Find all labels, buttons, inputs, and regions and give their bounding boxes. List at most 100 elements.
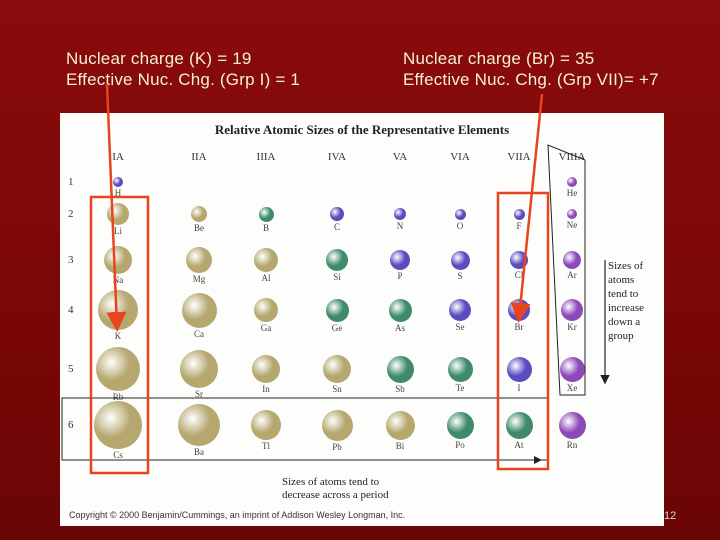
element-symbol-f: F xyxy=(516,220,522,231)
element-symbol-cl: Cl xyxy=(514,270,524,280)
period-number-5: 5 xyxy=(68,363,74,375)
bromine-pointer-arrow xyxy=(510,93,544,323)
element-symbol-as: As xyxy=(394,322,405,333)
atom-sphere-ca xyxy=(181,292,217,328)
element-symbol-k: K xyxy=(114,331,122,341)
caption-right-line-2: Effective Nuc. Chg. (Grp VII)= +7 xyxy=(403,70,659,89)
atom-sphere-s xyxy=(450,250,470,270)
caption-left-line-1: Nuclear charge (K) = 19 xyxy=(66,49,252,68)
period-note-line: Sizes of atoms tend to xyxy=(282,476,380,488)
atom-sphere-ba xyxy=(178,404,220,446)
element-symbol-p: P xyxy=(397,271,403,281)
caption-right-line-1: Nuclear charge (Br) = 35 xyxy=(403,49,595,68)
element-symbol-h: H xyxy=(114,188,122,198)
atom-sphere-ga xyxy=(254,298,278,322)
group-header-iiia: IIIA xyxy=(256,151,276,163)
group-header-ia: IA xyxy=(112,151,124,163)
atom-sphere-in xyxy=(252,355,280,383)
period-number-1: 1 xyxy=(68,176,74,188)
element-symbol-si: Si xyxy=(333,272,341,282)
atom-sphere-po xyxy=(446,411,474,439)
element-symbol-se: Se xyxy=(455,322,465,332)
element-symbol-xe: Xe xyxy=(566,382,578,393)
element-symbol-al: Al xyxy=(261,273,271,283)
group-note-line: Sizes of xyxy=(608,260,644,272)
element-symbol-li: Li xyxy=(114,226,122,236)
atom-sphere-sr xyxy=(180,350,218,388)
element-symbol-in: In xyxy=(262,384,270,394)
atom-sphere-f xyxy=(513,208,525,220)
atom-sphere-p xyxy=(390,250,410,270)
atomic-size-figure: Relative Atomic Sizes of the Representat… xyxy=(60,113,664,526)
atom-sphere-mg xyxy=(186,247,212,273)
element-symbol-po: Po xyxy=(455,439,465,450)
atom-sphere-si xyxy=(326,249,348,271)
element-symbol-be: Be xyxy=(194,223,204,233)
element-symbol-sb: Sb xyxy=(395,383,405,394)
element-symbol-ge: Ge xyxy=(331,322,343,333)
period-trend-bracket xyxy=(61,397,549,461)
element-symbol-n: N xyxy=(396,221,404,231)
element-symbol-i: I xyxy=(517,382,521,393)
group-7-highlight-box xyxy=(496,191,550,471)
element-symbol-te: Te xyxy=(455,382,465,393)
element-symbol-b: B xyxy=(262,222,269,233)
element-symbol-pb: Pb xyxy=(332,441,342,452)
element-symbol-sr: Sr xyxy=(194,389,203,399)
period-number-6: 6 xyxy=(68,419,74,431)
group-header-iia: IIA xyxy=(191,151,207,163)
atom-sphere-rb xyxy=(96,347,140,391)
atom-sphere-se xyxy=(449,299,471,321)
atom-sphere-sb xyxy=(386,355,414,383)
element-symbol-o: O xyxy=(456,220,464,231)
atom-sphere-cs xyxy=(94,401,142,449)
group-note-line: increase xyxy=(608,302,645,314)
group-note-line: group xyxy=(608,330,634,342)
period-note-line: decrease across a period xyxy=(282,489,389,501)
atom-sphere-c xyxy=(330,207,344,221)
element-symbol-at: At xyxy=(514,439,524,450)
atom-sphere-sn xyxy=(323,355,351,383)
atom-sphere-i xyxy=(506,356,532,382)
period-trend-note: Sizes of atoms tend to decrease across a… xyxy=(282,476,389,502)
element-symbol-br: Br xyxy=(514,322,524,332)
element-symbol-na: Na xyxy=(112,275,124,285)
element-symbol-ba: Ba xyxy=(194,447,204,457)
atom-sphere-h xyxy=(113,177,123,187)
group-note-line: atoms xyxy=(608,274,635,286)
figure-title: Relative Atomic Sizes of the Representat… xyxy=(214,122,510,137)
group-trend-bracket xyxy=(547,144,586,396)
atom-sphere-na xyxy=(104,246,132,274)
group-note-line: tend to xyxy=(608,288,639,300)
caption-bromine: Nuclear charge (Br) = 35 Effective Nuc. … xyxy=(403,48,659,90)
group-header-viiia: VIIIA xyxy=(558,151,586,163)
group-note-line: down a xyxy=(608,316,641,328)
period-number-3: 3 xyxy=(68,254,74,266)
element-symbol-he: He xyxy=(566,188,578,198)
atom-sphere-be xyxy=(191,206,207,222)
group-trend-note: Sizes of atoms tend to increase down a g… xyxy=(608,259,644,343)
group-header-viia: VIIA xyxy=(507,151,531,163)
group-1-highlight-box xyxy=(89,195,150,475)
group-header-via: VIA xyxy=(450,151,470,163)
element-symbol-rn: Rn xyxy=(566,439,578,450)
atom-sphere-at xyxy=(505,411,533,439)
atom-sphere-ge xyxy=(325,298,349,322)
caption-potassium: Nuclear charge (K) = 19 Effective Nuc. C… xyxy=(66,48,300,90)
element-symbol-rb: Rb xyxy=(112,392,124,402)
element-symbol-cs: Cs xyxy=(113,450,123,460)
element-symbol-c: C xyxy=(333,222,340,232)
atom-sphere-xe xyxy=(559,356,585,382)
atom-sphere-ar xyxy=(563,251,581,269)
atom-sphere-pb xyxy=(321,409,353,441)
page-number: 12 xyxy=(664,510,677,522)
element-symbol-bi: Bi xyxy=(395,440,405,451)
period-number-4: 4 xyxy=(68,304,74,316)
element-symbol-ar: Ar xyxy=(567,270,577,280)
copyright-notice: Copyright © 2000 Benjamin/Cummings, an i… xyxy=(69,510,406,520)
atom-sphere-he xyxy=(567,177,577,187)
atom-sphere-o xyxy=(454,208,466,220)
atom-sphere-rn xyxy=(558,411,586,439)
group-header-iva: IVA xyxy=(327,151,347,163)
